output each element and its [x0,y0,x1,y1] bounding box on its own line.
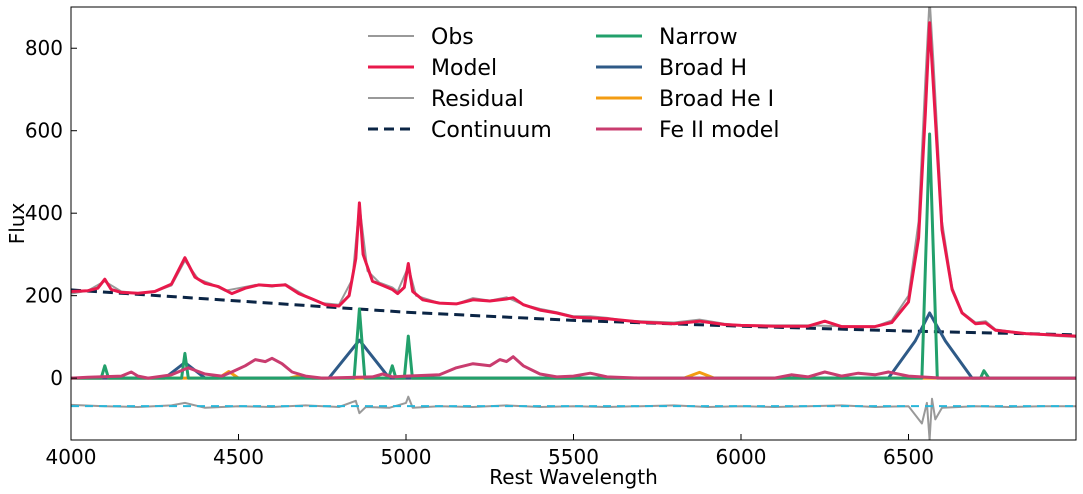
legend-label-obs: Obs [431,25,474,50]
legend-label-fe-ii-model: Fe II model [659,118,779,143]
series-fe-ii-model [71,355,1076,380]
ticks: 4000 4500 5000 5500 6000 6500 0 200 400 600 800 [25,36,934,469]
x-tick-label-3: 5500 [548,445,599,469]
legend-label-residual: Residual [431,87,524,112]
series-model [71,21,1076,338]
x-tick-label-5: 6500 [883,445,934,469]
y-tick-label-1: 200 [25,284,63,308]
y-tick-label-0: 0 [50,366,63,390]
series-broad-h [71,311,1076,380]
legend: Obs Model Residual Continuum Narrow Broad H Br… [368,25,779,143]
x-tick-label-4: 6000 [716,445,767,469]
y-axis-label: Flux [5,203,29,245]
series-residual [71,395,1076,440]
legend-label-continuum: Continuum [431,118,552,143]
y-tick-label-3: 600 [25,119,63,143]
x-tick-label-2: 5000 [381,445,432,469]
x-axis-label: Rest Wavelength [489,465,658,489]
y-tick-label-2: 400 [25,201,63,225]
legend-label-broad-h: Broad H [659,56,747,81]
legend-label-model: Model [431,56,497,81]
y-tick-label-4: 800 [25,36,63,60]
series-layer [71,7,1076,440]
legend-label-broad-he-i: Broad He I [659,87,774,112]
series-narrow [71,132,1076,380]
series-continuum [71,288,1076,337]
x-tick-label-1: 4500 [213,445,264,469]
x-tick-label-0: 4000 [46,445,97,469]
legend-label-narrow: Narrow [659,25,738,50]
